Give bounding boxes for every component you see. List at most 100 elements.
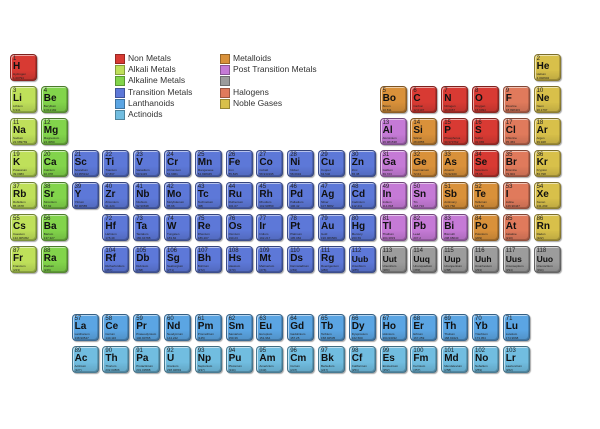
element-tile-bk[interactable]: 97 Bk Berkelium (247) bbox=[318, 346, 345, 373]
element-tile-yb[interactable]: 70 Yb Ytterbium 173.054 bbox=[472, 314, 499, 341]
element-tile-ho[interactable]: 67 Ho Holmium 164.93032 bbox=[379, 314, 407, 341]
element-tile-ne[interactable]: 10 Ne Neon 20.1797 bbox=[533, 86, 561, 113]
element-tile-bh[interactable]: 107 Bh Bohrium (272) bbox=[194, 246, 222, 273]
element-tile-cm[interactable]: 96 Cm Curium (247) bbox=[287, 346, 315, 373]
element-tile-v[interactable]: 23 V Vanadium 50.9415 bbox=[133, 150, 161, 177]
element-tile-pr[interactable]: 59 Pr Praseodymium 140.90765 bbox=[133, 314, 161, 341]
element-tile-bi[interactable]: 83 Bi Bismuth 208.98040 bbox=[441, 214, 469, 241]
element-tile-co[interactable]: 27 Co Cobalt 58.933195 bbox=[256, 150, 284, 177]
element-tile-sn[interactable]: 50 Sn Tin 118.710 bbox=[410, 182, 438, 209]
element-tile-ra[interactable]: 88 Ra Radium (226) bbox=[40, 246, 68, 273]
element-tile-eu[interactable]: 63 Eu Europium 151.964 bbox=[256, 314, 284, 341]
element-tile-rh[interactable]: 45 Rh Rhodium 102.90550 bbox=[256, 182, 284, 209]
element-tile-be[interactable]: 4 Be Beryllium 9.012182 bbox=[40, 86, 68, 113]
element-tile-uup[interactable]: 115 Uup Ununpentium (288) bbox=[441, 246, 469, 273]
element-tile-cf[interactable]: 98 Cf Californium (251) bbox=[348, 346, 376, 373]
element-tile-ru[interactable]: 44 Ru Ruthenium 101.07 bbox=[225, 182, 253, 209]
element-tile-ac[interactable]: 89 Ac Actinium (227) bbox=[71, 346, 99, 373]
element-tile-li[interactable]: 3 Li Lithium 6.941 bbox=[10, 86, 37, 113]
element-tile-ds[interactable]: 110 Ds Darmstadtium (281) bbox=[287, 246, 315, 273]
element-tile-pu[interactable]: 94 Pu Plutonium (244) bbox=[225, 346, 253, 373]
element-tile-cr[interactable]: 24 Cr Chromium 51.9961 bbox=[164, 150, 191, 177]
element-tile-cs[interactable]: 55 Cs Caesium 132.905452 bbox=[10, 214, 37, 241]
element-tile-mn[interactable]: 25 Mn Manganese 54.938045 bbox=[194, 150, 222, 177]
element-tile-cl[interactable]: 17 Cl Chlorine 35.453 bbox=[502, 118, 530, 145]
element-tile-sc[interactable]: 21 Sc Scandium 44.955912 bbox=[71, 150, 99, 177]
element-tile-p[interactable]: 15 P Phosphorus 30.973762 bbox=[441, 118, 469, 145]
element-tile-ar[interactable]: 18 Ar Argon 39.948 bbox=[533, 118, 561, 145]
element-tile-ce[interactable]: 58 Ce Cerium 140.116 bbox=[102, 314, 130, 341]
element-tile-te[interactable]: 52 Te Tellurium 127.60 bbox=[472, 182, 499, 209]
element-tile-rf[interactable]: 104 Rf Rutherfordium (267) bbox=[102, 246, 130, 273]
element-tile-pa[interactable]: 91 Pa Protactinium 231.03588 bbox=[133, 346, 161, 373]
element-tile-sr[interactable]: 38 Sr Strontium 87.62 bbox=[40, 182, 68, 209]
element-tile-gd[interactable]: 64 Gd Gadolinium 157.25 bbox=[287, 314, 315, 341]
element-tile-uus[interactable]: 117 Uus Ununseptium (294) bbox=[502, 246, 530, 273]
element-tile-re[interactable]: 75 Re Rhenium 186.207 bbox=[194, 214, 222, 241]
element-tile-s[interactable]: 16 S Sulfur 32.065 bbox=[472, 118, 499, 145]
element-tile-sb[interactable]: 51 Sb Antimony 121.760 bbox=[441, 182, 469, 209]
element-tile-si[interactable]: 14 Si Silicon 28.0855 bbox=[410, 118, 438, 145]
element-tile-mo[interactable]: 42 Mo Molybdenum 95.96 bbox=[164, 182, 191, 209]
element-tile-lr[interactable]: 103 Lr Lawrencium (262) bbox=[502, 346, 530, 373]
element-tile-ga[interactable]: 31 Ga Gallium 69.723 bbox=[379, 150, 407, 177]
element-tile-nb[interactable]: 41 Nb Niobium 92.90638 bbox=[133, 182, 161, 209]
element-tile-am[interactable]: 95 Am Americium (243) bbox=[256, 346, 284, 373]
element-tile-zn[interactable]: 30 Zn Zinc 65.38 bbox=[348, 150, 376, 177]
element-tile-tc[interactable]: 43 Tc Technetium (98) bbox=[194, 182, 222, 209]
element-tile-k[interactable]: 19 K Potassium 39.0983 bbox=[10, 150, 37, 177]
element-tile-au[interactable]: 79 Au Gold 196.966569 bbox=[318, 214, 345, 241]
element-tile-se[interactable]: 34 Se Selenium 78.96 bbox=[472, 150, 499, 177]
element-tile-ta[interactable]: 73 Ta Tantalum 180.94788 bbox=[133, 214, 161, 241]
element-tile-o[interactable]: 8 O Oxygen 15.9994 bbox=[472, 86, 499, 113]
element-tile-tl[interactable]: 81 Tl Thallium 204.3833 bbox=[379, 214, 407, 241]
element-tile-lu[interactable]: 71 Lu Lutetium 174.9668 bbox=[502, 314, 530, 341]
element-tile-tb[interactable]: 65 Tb Terbium 158.92535 bbox=[318, 314, 345, 341]
element-tile-hf[interactable]: 72 Hf Hafnium 178.49 bbox=[102, 214, 130, 241]
element-tile-he[interactable]: 2 He Helium 4.002602 bbox=[533, 54, 561, 81]
element-tile-zr[interactable]: 40 Zr Zirconium 91.224 bbox=[102, 182, 130, 209]
element-tile-na[interactable]: 11 Na Sodium 22.989769 bbox=[10, 118, 37, 145]
element-tile-pt[interactable]: 78 Pt Platinum 195.084 bbox=[287, 214, 315, 241]
element-tile-ir[interactable]: 77 Ir Iridium 192.217 bbox=[256, 214, 284, 241]
element-tile-ag[interactable]: 47 Ag Silver 107.8682 bbox=[318, 182, 345, 209]
element-tile-th[interactable]: 69 Th Thulium 168.93421 bbox=[441, 314, 469, 341]
element-tile-br[interactable]: 35 Br Bromine 79.904 bbox=[502, 150, 530, 177]
element-tile-pd[interactable]: 46 Pd Palladium 106.42 bbox=[287, 182, 315, 209]
element-tile-xe[interactable]: 54 Xe Xenon 131.293 bbox=[533, 182, 561, 209]
element-tile-uuh[interactable]: 116 Uuh Ununhexium (293) bbox=[472, 246, 499, 273]
element-tile-c[interactable]: 6 C Carbon 12.0107 bbox=[410, 86, 438, 113]
element-tile-n[interactable]: 7 N Nitrogen 14.0067 bbox=[441, 86, 469, 113]
element-tile-np[interactable]: 93 Np Neptunium (237) bbox=[194, 346, 222, 373]
element-tile-u[interactable]: 92 U Uranium 238.02891 bbox=[164, 346, 191, 373]
element-tile-db[interactable]: 105 Db Dubnium (268) bbox=[133, 246, 161, 273]
element-tile-la[interactable]: 57 La Lanthanum 138.90547 bbox=[71, 314, 99, 341]
element-tile-ti[interactable]: 22 Ti Titanium 47.867 bbox=[102, 150, 130, 177]
element-tile-mg[interactable]: 12 Mg Magnesium 24.3050 bbox=[40, 118, 68, 145]
element-tile-in[interactable]: 49 In Indium 114.818 bbox=[379, 182, 407, 209]
element-tile-kr[interactable]: 36 Kr Krypton 83.798 bbox=[533, 150, 561, 177]
element-tile-i[interactable]: 53 I Iodine 126.90447 bbox=[502, 182, 530, 209]
element-tile-hs[interactable]: 108 Hs Hassium (270) bbox=[225, 246, 253, 273]
element-tile-es[interactable]: 99 Es Einsteinium (252) bbox=[379, 346, 407, 373]
element-tile-sm[interactable]: 62 Sm Samarium 150.36 bbox=[225, 314, 253, 341]
element-tile-ca[interactable]: 20 Ca Calcium 40.078 bbox=[40, 150, 68, 177]
element-tile-no[interactable]: 102 No Nobelium (259) bbox=[472, 346, 499, 373]
element-tile-er[interactable]: 68 Er Erbium 167.259 bbox=[410, 314, 438, 341]
element-tile-cd[interactable]: 48 Cd Cadmium 112.411 bbox=[348, 182, 376, 209]
element-tile-at[interactable]: 85 At Astatine (210) bbox=[502, 214, 530, 241]
element-tile-ni[interactable]: 28 Ni Nickel 58.6934 bbox=[287, 150, 315, 177]
element-tile-uuq[interactable]: 114 Uuq Ununquadium (289) bbox=[410, 246, 438, 273]
element-tile-pb[interactable]: 82 Pb Lead 207.2 bbox=[410, 214, 438, 241]
element-tile-cu[interactable]: 29 Cu Copper 63.546 bbox=[318, 150, 345, 177]
element-tile-ba[interactable]: 56 Ba Barium 137.327 bbox=[40, 214, 68, 241]
element-tile-th[interactable]: 90 Th Thorium 232.03806 bbox=[102, 346, 130, 373]
element-tile-al[interactable]: 13 Al Aluminium 26.981538 bbox=[379, 118, 407, 145]
element-tile-ge[interactable]: 32 Ge Germanium 72.64 bbox=[410, 150, 438, 177]
element-tile-os[interactable]: 76 Os Osmium 190.23 bbox=[225, 214, 253, 241]
element-tile-h[interactable]: 1 H Hydrogen 1.00794 bbox=[10, 54, 37, 81]
element-tile-dy[interactable]: 66 Dy Dysprosium 162.500 bbox=[348, 314, 376, 341]
element-tile-rg[interactable]: 111 Rg Roentgenium (280) bbox=[318, 246, 345, 273]
element-tile-fr[interactable]: 87 Fr Francium (223) bbox=[10, 246, 37, 273]
element-tile-po[interactable]: 84 Po Polonium (209) bbox=[472, 214, 499, 241]
